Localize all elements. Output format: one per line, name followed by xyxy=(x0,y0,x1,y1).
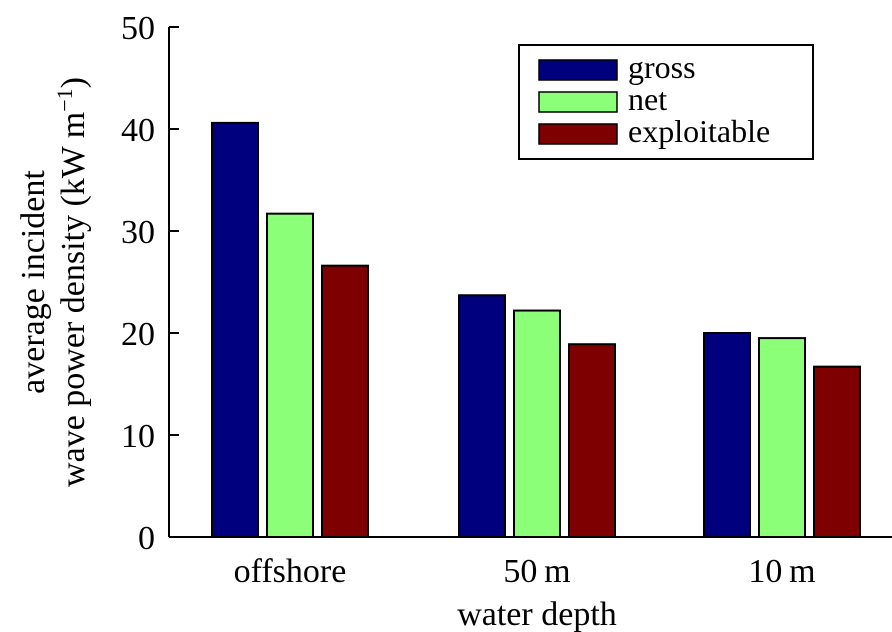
y-tick-label: 40 xyxy=(121,112,155,149)
bar-gross-0 xyxy=(212,123,258,537)
bar-exploitable-2 xyxy=(814,367,860,537)
y-axis-title: average incident wave power density (kW … xyxy=(15,77,92,487)
y-axis-title-close: ) xyxy=(55,77,92,88)
legend-label-exploitable: exploitable xyxy=(628,113,770,149)
bar-gross-1 xyxy=(459,295,505,537)
legend-swatch-gross xyxy=(539,60,617,80)
y-tick-label: 20 xyxy=(121,316,155,353)
y-axis-title-line2-main: wave power density (kW m xyxy=(55,112,92,487)
legend-swatch-net xyxy=(539,92,617,112)
x-tick-label: offshore xyxy=(234,553,347,590)
legend-swatch-exploitable xyxy=(539,124,617,144)
y-tick-label: 0 xyxy=(138,520,155,557)
x-axis-title: water depth xyxy=(457,596,617,632)
y-axis-ticks: 0 10 20 30 40 50 xyxy=(121,10,179,557)
y-tick-label: 50 xyxy=(121,10,155,47)
bar-exploitable-0 xyxy=(322,266,368,537)
y-tick-label: 10 xyxy=(121,418,155,455)
y-axis-title-line1: average incident xyxy=(15,170,52,394)
bars xyxy=(212,123,860,537)
bar-net-0 xyxy=(267,214,313,537)
y-tick-label: 30 xyxy=(121,214,155,251)
bar-net-2 xyxy=(759,338,805,537)
legend-label-net: net xyxy=(628,81,667,117)
legend-label-gross: gross xyxy=(628,49,696,85)
bar-net-1 xyxy=(514,311,560,537)
y-axis-title-line2: wave power density (kW m−1) xyxy=(52,77,92,487)
x-axis-tick-labels: offshore 50 m 10 m xyxy=(234,553,816,590)
bar-exploitable-1 xyxy=(569,344,615,537)
y-axis-title-superscript: −1 xyxy=(52,88,77,111)
x-tick-label: 10 m xyxy=(748,553,815,590)
x-tick-label: 50 m xyxy=(503,553,570,590)
bar-gross-2 xyxy=(704,333,750,537)
